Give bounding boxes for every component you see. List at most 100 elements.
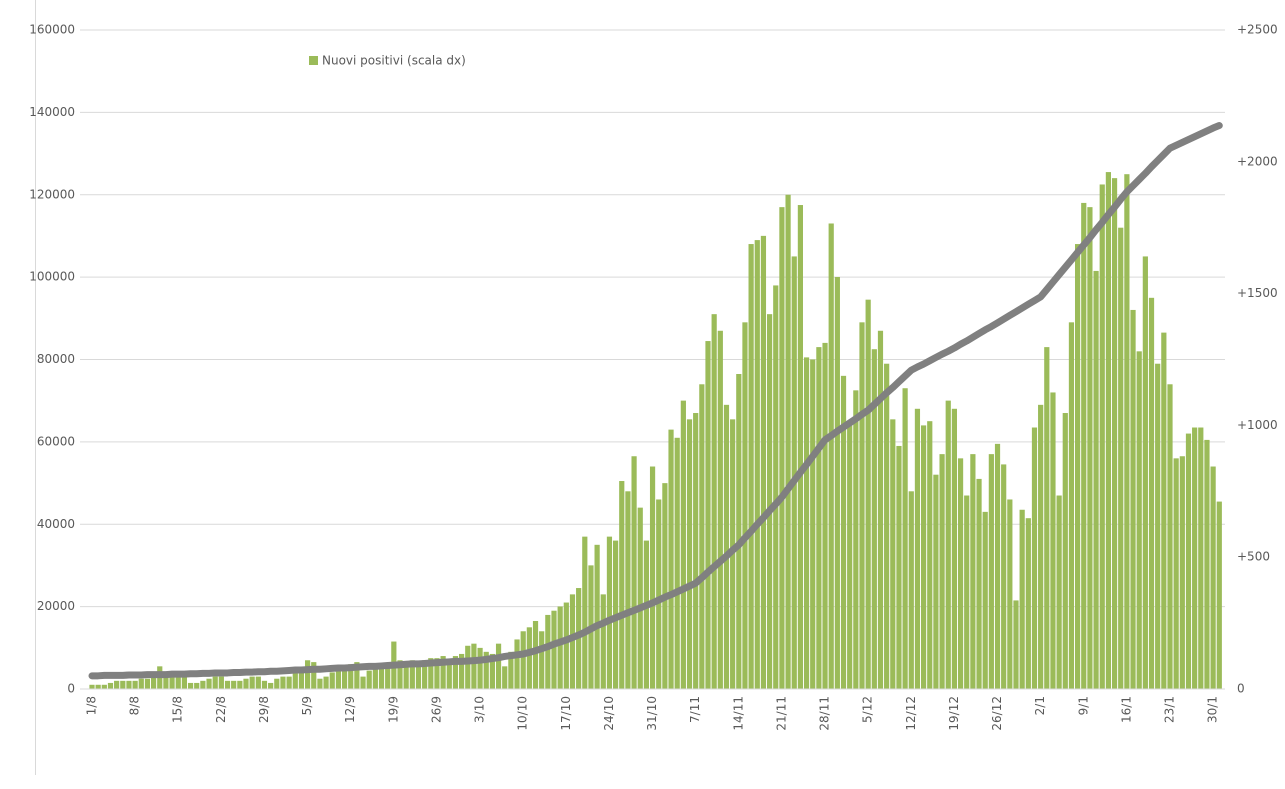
bar	[298, 672, 305, 689]
bar	[224, 680, 231, 689]
x-tick-label: 19/12	[947, 696, 961, 731]
bar	[452, 656, 459, 689]
bar	[791, 256, 797, 689]
bar	[988, 454, 994, 689]
bar	[175, 676, 181, 689]
bar	[385, 666, 391, 689]
y-tick-label: 20000	[37, 599, 75, 613]
bar	[686, 419, 693, 689]
bar	[970, 454, 976, 689]
bar	[557, 606, 563, 689]
bar	[471, 643, 477, 689]
bar	[477, 647, 483, 689]
bar	[286, 676, 292, 689]
bar	[212, 676, 218, 689]
bar	[674, 437, 680, 689]
bar	[1025, 518, 1031, 689]
bar	[877, 330, 884, 689]
bar	[1118, 227, 1124, 689]
bar	[366, 670, 372, 689]
bar	[1155, 363, 1161, 689]
bar	[705, 341, 711, 689]
bar	[126, 680, 132, 689]
bar	[1216, 501, 1222, 689]
bar	[828, 223, 834, 689]
y-tick-label: 160000	[29, 23, 75, 37]
bar	[163, 676, 169, 689]
bar	[619, 481, 625, 689]
y2-tick-label: +500	[1237, 550, 1270, 564]
bar	[1185, 433, 1192, 689]
y-tick-label: 100000	[29, 270, 75, 284]
bar	[144, 678, 151, 689]
x-tick-label: 30/1	[1206, 696, 1220, 723]
x-tick-label: 5/12	[861, 696, 875, 723]
bar	[625, 491, 631, 689]
y-tick-label: 140000	[29, 105, 75, 119]
bar	[1105, 172, 1111, 690]
x-tick-label: 7/11	[688, 696, 702, 723]
x-tick-label: 9/1	[1076, 696, 1090, 715]
bar	[1130, 309, 1136, 689]
bar	[742, 322, 748, 689]
x-tick-label: 3/10	[473, 696, 487, 723]
bar	[311, 662, 317, 689]
y-tick-label: 0	[67, 682, 75, 696]
bar	[489, 653, 495, 689]
x-tick-label: 8/8	[128, 696, 142, 715]
bar	[169, 676, 175, 689]
bar	[323, 676, 329, 689]
bar	[434, 658, 440, 689]
bar	[187, 682, 194, 689]
bar	[428, 658, 434, 689]
bar	[785, 194, 791, 689]
bar	[181, 676, 187, 689]
bar	[89, 684, 95, 689]
bar	[884, 363, 890, 689]
x-tick-label: 28/11	[818, 696, 832, 731]
bar	[360, 676, 366, 689]
x-tick-label: 31/10	[645, 696, 659, 731]
bar	[847, 421, 853, 689]
x-tick-label: 14/11	[731, 696, 745, 731]
bar	[1161, 332, 1167, 689]
bar	[914, 408, 921, 689]
y-tick-label: 40000	[37, 517, 75, 531]
bar	[539, 631, 545, 689]
bar	[415, 662, 422, 689]
bar	[840, 375, 847, 689]
bar	[902, 388, 908, 689]
bar	[797, 205, 803, 689]
bar	[1093, 270, 1099, 689]
bar	[483, 651, 489, 689]
y2-tick-label: +2000	[1237, 154, 1278, 168]
bar	[723, 404, 730, 689]
bar	[520, 631, 526, 689]
bar	[890, 419, 896, 689]
bar	[853, 390, 859, 689]
bar	[354, 662, 360, 689]
bar	[1044, 347, 1050, 689]
bar	[200, 680, 206, 689]
bar	[335, 670, 341, 689]
bar	[1099, 184, 1105, 689]
bar	[459, 653, 465, 689]
bar	[403, 662, 409, 689]
bar	[1210, 466, 1216, 689]
bar	[378, 668, 385, 689]
x-tick-label: 26/12	[990, 696, 1004, 731]
bar	[1173, 458, 1179, 689]
bar	[292, 672, 298, 689]
bar	[649, 466, 656, 689]
bar	[810, 359, 816, 689]
bar	[120, 680, 126, 689]
bar	[637, 507, 643, 689]
bar	[348, 664, 354, 689]
bar	[656, 499, 662, 689]
bar	[1111, 178, 1118, 690]
bar	[563, 602, 569, 689]
bar	[508, 651, 514, 689]
bar	[1013, 600, 1019, 689]
bar	[440, 656, 446, 689]
